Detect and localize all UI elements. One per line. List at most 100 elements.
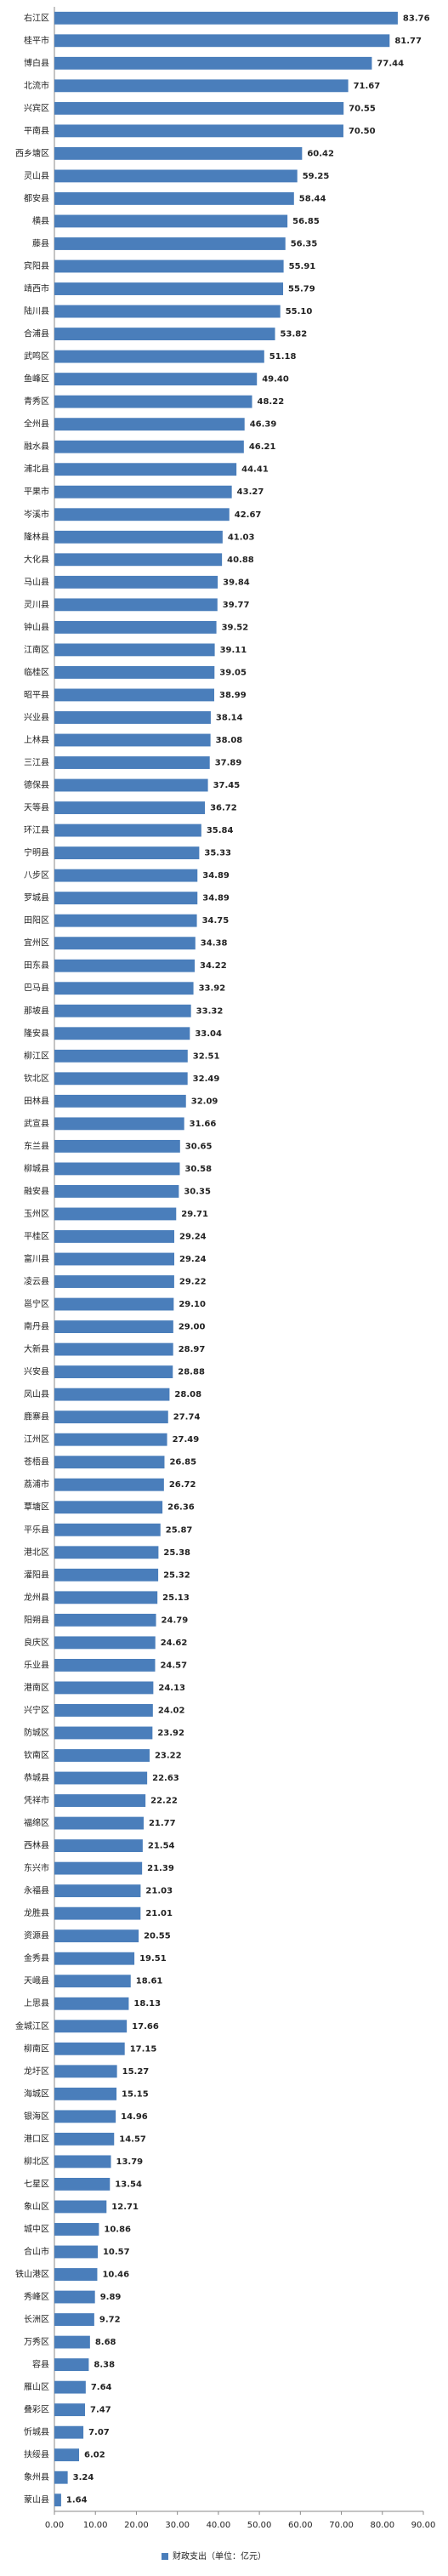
y-tick-label: 蒙山县 [24,2494,49,2505]
y-tick-label: 江南区 [24,644,49,655]
value-label: 15.15 [122,2089,149,2099]
bar [54,2290,95,2304]
value-label: 13.54 [115,2180,142,2189]
bar [54,373,258,386]
y-tick-label: 天峨县 [24,1976,49,1986]
bar [54,1636,156,1650]
value-label: 19.51 [139,1954,167,1963]
bar [54,1523,161,1536]
bar [54,869,198,882]
y-tick-label: 金秀县 [24,1952,49,1963]
value-label: 26.72 [169,1480,196,1490]
y-tick-label: 兴宁区 [24,1704,49,1715]
value-label: 34.89 [202,871,230,881]
x-tick-label: 70.00 [329,2521,354,2530]
value-label: 9.89 [100,2293,122,2302]
value-label: 77.44 [377,59,404,68]
y-tick-label: 天等县 [24,802,49,813]
value-label: 13.79 [116,2157,143,2167]
bar [54,892,198,905]
value-label: 30.58 [184,1165,212,1174]
value-label: 21.01 [145,1909,173,1918]
x-tick-label: 50.00 [247,2521,272,2530]
bar [54,282,284,295]
bar [54,2020,128,2033]
y-tick-label: 靖西市 [24,283,49,294]
value-label: 15.27 [122,2067,150,2077]
value-label: 17.15 [130,2044,157,2054]
y-tick-label: 藤县 [32,238,49,248]
bar [54,1388,170,1401]
y-tick-label: 钦北区 [24,1074,49,1084]
bar [54,688,215,702]
y-tick-label: 龙胜县 [24,1907,49,1918]
value-label: 10.86 [104,2225,131,2234]
y-tick-label: 灵山县 [24,171,49,181]
bar [54,169,298,183]
value-label: 18.61 [136,1977,163,1986]
bar [54,214,288,228]
value-label: 34.89 [202,894,230,903]
bar [54,1411,168,1424]
value-label: 38.08 [216,736,243,745]
value-label: 31.66 [190,1120,217,1129]
bar [54,846,200,860]
value-label: 38.99 [219,691,247,700]
bar [54,1433,167,1446]
y-tick-label: 忻城县 [24,2426,49,2437]
bar [54,146,303,160]
y-tick-label: 平南县 [24,125,49,136]
y-tick-label: 桂平市 [24,35,49,46]
value-label: 83.76 [403,14,430,23]
value-label: 23.22 [155,1751,182,1760]
value-label: 81.77 [394,37,422,46]
y-tick-label: 岑溪市 [24,509,49,520]
value-label: 14.96 [121,2112,148,2122]
bar [54,1975,131,1988]
y-tick-label: 象州县 [24,2472,49,2482]
y-tick-label: 博白县 [24,57,49,68]
bar [54,643,215,657]
value-label: 25.13 [162,1593,190,1603]
bar [54,305,281,318]
y-tick-label: 东兴市 [24,1862,49,1873]
value-label: 24.79 [162,1616,189,1625]
bar [54,192,294,205]
bar [54,1839,143,1853]
y-tick-label: 宁明县 [24,847,49,858]
y-tick-label: 柳南区 [24,2043,49,2054]
value-label: 12.71 [111,2203,139,2212]
value-label: 33.92 [199,984,226,994]
bar [54,553,223,567]
y-tick-label: 资源县 [24,1930,49,1941]
y-tick-label: 良庆区 [24,1637,49,1648]
legend-label: 财政支出（单位：亿元） [173,2550,266,2562]
y-tick-label: 江州区 [24,1434,49,1445]
y-tick-label: 宾阳县 [24,260,49,271]
value-label: 29.71 [181,1210,208,1219]
y-tick-label: 福绵区 [24,1817,49,1828]
value-label: 24.13 [158,1684,185,1693]
y-tick-label: 港南区 [24,1682,49,1693]
value-label: 10.57 [103,2248,130,2257]
bar [54,2358,89,2372]
bar [54,1049,188,1063]
bar [54,2177,111,2191]
y-tick-label: 叠彩区 [24,2405,49,2415]
y-tick-label: 合浦县 [24,328,49,339]
bar [54,1320,173,1333]
bar [54,2087,117,2100]
value-label: 8.38 [94,2361,115,2370]
bar [54,1681,154,1695]
y-tick-label: 龙圩区 [24,2066,49,2077]
y-tick-label: 罗城县 [24,893,49,903]
y-tick-label: 田东县 [24,960,49,971]
bar [54,2380,86,2394]
y-tick-label: 环江县 [24,825,49,835]
value-label: 9.72 [99,2316,121,2325]
x-tick-label: 60.00 [288,2521,313,2530]
value-label: 22.63 [152,1774,179,1783]
bar [54,937,196,950]
bar [54,1072,188,1086]
